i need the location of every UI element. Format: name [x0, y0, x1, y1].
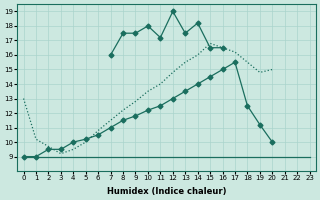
X-axis label: Humidex (Indice chaleur): Humidex (Indice chaleur): [107, 187, 226, 196]
